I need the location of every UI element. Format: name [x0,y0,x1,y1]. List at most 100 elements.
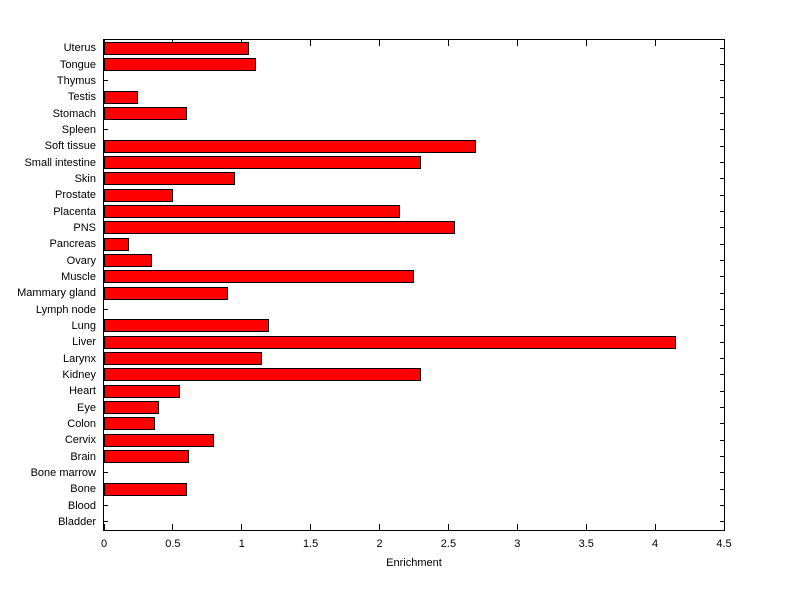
bar [104,58,256,71]
y-tick-right [720,292,724,294]
x-tick [379,524,381,530]
y-tick-right [720,276,724,278]
y-tick-label: Bladder [58,515,96,528]
bar [104,384,180,398]
x-tick [241,524,243,530]
y-tick-right [720,178,724,180]
y-tick-label: Uterus [63,42,96,55]
y-tick-left [104,472,108,474]
y-tick-label: Bone [70,483,96,496]
y-tick-right [720,325,724,327]
bar [104,401,160,414]
y-tick-label: Spleen [61,123,96,136]
y-tick-right [720,472,724,474]
y-tick-left [104,521,108,523]
y-tick-right [720,162,724,163]
y-tick-label: Thymus [56,74,96,87]
y-tick-label: Larynx [62,352,96,365]
y-tick-right [720,407,724,408]
plot-area [103,39,725,531]
x-tick-label: 0.5 [165,538,181,550]
x-tick-label: 4 [652,538,659,550]
x-tick-label: 2.5 [440,538,457,550]
y-tick-label: Muscle [61,270,96,283]
x-tick-label: 3 [514,538,521,550]
bar [104,172,235,186]
x-tick-top [379,40,381,46]
bar [104,368,421,382]
x-tick-label: 3.5 [578,538,594,550]
x-tick-label: 0 [100,538,108,550]
y-tick-label: Heart [69,385,96,398]
y-tick-label: Small intestine [24,156,96,169]
y-tick-label: Lung [71,319,96,332]
bar [104,433,215,447]
y-tick-right [720,96,724,98]
y-tick-left [104,129,108,131]
y-tick-label: PNS [73,221,96,234]
y-tick-right [720,211,724,212]
y-tick-right [720,390,724,392]
x-tick-top [310,40,312,46]
bar [104,270,414,284]
x-tick-top [723,40,725,46]
y-tick-label: Stomach [52,107,96,120]
y-tick-label: Ovary [66,254,96,267]
bar [104,417,155,431]
x-tick [310,524,312,530]
y-tick-label: Eye [77,401,96,414]
y-tick-right [720,145,724,147]
y-tick-right [720,47,724,49]
y-tick-label: Testis [67,91,96,104]
x-tick [654,524,656,530]
bar [104,107,187,120]
bar [104,335,676,349]
y-tick-label: Bone marrow [30,466,96,479]
x-tick-label: 4.5 [716,538,732,550]
y-tick-label: Soft tissue [44,140,96,153]
bar [104,319,270,333]
x-tick [585,524,587,530]
x-tick [172,524,174,530]
x-tick-top [585,40,587,46]
x-tick [516,524,518,530]
y-tick-label: Colon [67,417,96,430]
y-tick-label: Placenta [53,205,96,218]
y-tick-right [720,423,724,425]
bar [104,286,228,300]
bar [104,205,401,218]
bar [104,139,476,153]
y-tick-label: Liver [72,336,96,349]
bar [104,188,173,202]
y-tick-right [720,243,724,245]
y-tick-label: Skin [74,172,96,185]
y-tick-right [720,129,724,131]
y-tick-label: Mammary gland [17,287,96,300]
y-tick-label: Kidney [62,368,96,381]
bar [104,41,249,55]
y-tick-right [720,521,724,523]
bar [104,90,139,104]
x-tick-label: 1.5 [303,538,319,550]
y-tick-left [104,505,108,506]
y-tick-label: Brain [70,450,96,463]
x-tick [723,524,725,530]
y-tick-label: Tongue [59,58,96,71]
y-tick-left [104,309,108,310]
y-tick-right [720,194,724,196]
y-tick-right [720,113,724,114]
bar [104,156,421,169]
bar [104,254,153,267]
x-tick-label: 1 [238,538,245,550]
y-tick-right [720,488,724,490]
y-tick-right [720,439,724,441]
y-tick-label: Lymph node [35,303,96,316]
y-tick-right [720,80,724,82]
x-tick [103,524,105,530]
y-tick-left [104,80,108,82]
bar [104,450,190,463]
x-tick-top [654,40,656,46]
y-tick-right [720,64,724,65]
y-tick-right [720,260,724,261]
